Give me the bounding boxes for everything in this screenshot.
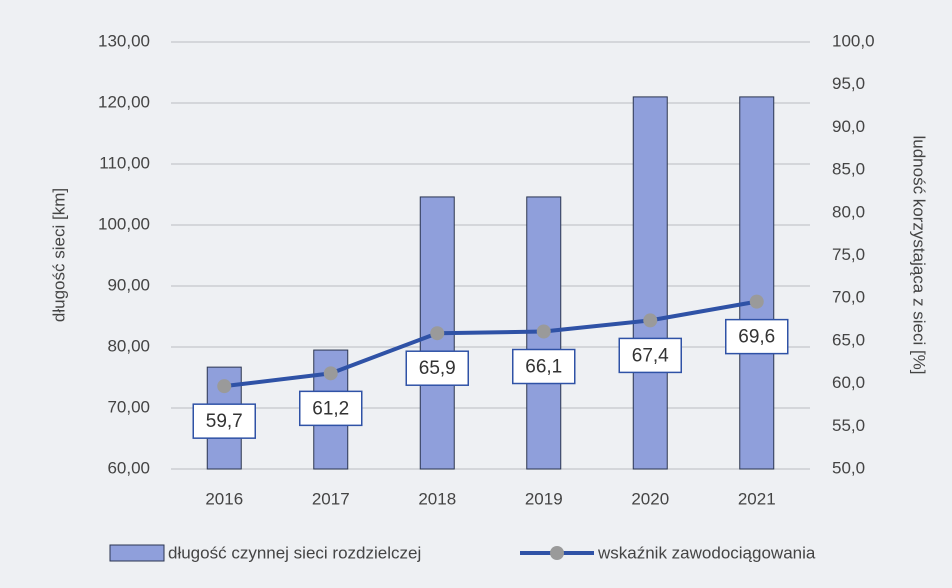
data-label: 59,7 [206,411,243,432]
marker [749,294,764,309]
y-tick-label: 80,00 [107,336,150,355]
legend-label: długość czynnej sieci rozdzielczej [168,543,421,562]
legend-swatch [109,544,165,562]
marker [536,324,551,339]
legend-label: wskaźnik zawodociągowania [597,543,816,562]
y2-tick-label: 50,0 [832,458,865,477]
data-label: 67,4 [632,345,669,366]
marker [430,326,445,341]
y-tick-label: 100,00 [98,214,150,233]
data-label: 69,6 [738,327,775,348]
y2-tick-label: 65,0 [832,330,865,349]
data-label: 65,9 [419,358,456,379]
x-tick-label: 2019 [525,489,563,508]
y-tick-label: 90,00 [107,275,150,294]
marker [217,379,232,394]
y2-tick-label: 90,0 [832,117,865,136]
y2-tick-label: 70,0 [832,288,865,307]
x-tick-label: 2017 [312,489,350,508]
y2-tick-label: 95,0 [832,74,865,93]
line [224,299,758,389]
y2-tick-label: 55,0 [832,416,865,435]
x-tick-label: 2021 [738,489,776,508]
data-label-box [299,390,363,427]
y2-axis-title: ludność korzystająca z sieci [%] [910,135,929,374]
data-label: 66,1 [525,357,562,378]
y2-tick-label: 80,0 [832,202,865,221]
y2-tick-label: 75,0 [832,245,865,264]
x-tick-label: 2018 [418,489,456,508]
y-tick-label: 120,00 [98,92,150,111]
marker [643,313,658,328]
y-tick-label: 130,00 [98,31,150,50]
data-label-box [405,350,469,386]
marker [323,366,338,381]
data-label: 61,2 [312,398,349,419]
y2-tick-label: 100,0 [832,31,875,50]
y-tick-label: 70,00 [107,397,150,416]
x-tick-label: 2020 [631,489,669,508]
x-tick-label: 2016 [205,489,243,508]
y2-tick-label: 85,0 [832,160,865,179]
data-label-box [725,318,789,355]
y-tick-label: 110,00 [99,153,150,172]
legend-marker [550,546,564,560]
y-axis-title: długość sieci [km] [49,188,68,322]
data-label-box [618,337,682,374]
y2-tick-label: 60,0 [832,373,865,392]
bar [739,96,775,470]
bar [632,96,668,470]
y-tick-label: 60,00 [107,458,150,477]
data-label-box [512,348,576,385]
data-label-box [192,403,256,439]
